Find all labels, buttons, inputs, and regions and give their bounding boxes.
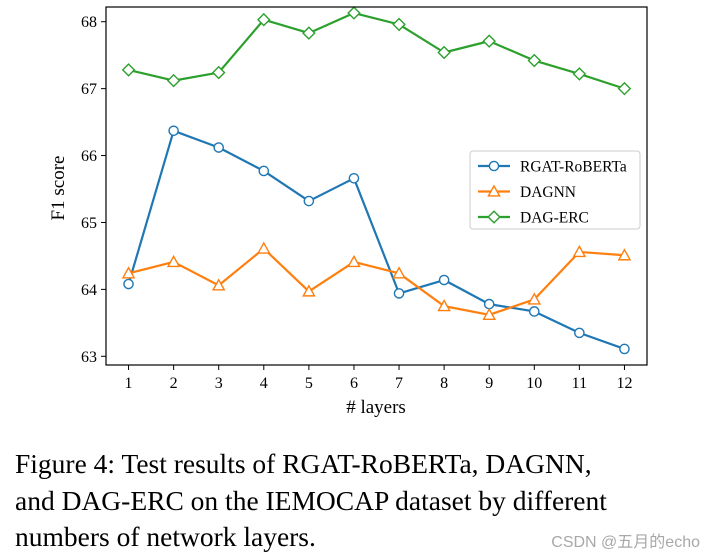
data-point [303, 195, 315, 207]
data-point [528, 306, 540, 317]
legend-label: RGAT-RoBERTa [520, 159, 627, 176]
y-tick-label: 63 [81, 349, 97, 366]
data-point [527, 53, 542, 68]
caption-line-2: and DAG-ERC on the IEMOCAP dataset by di… [15, 484, 607, 516]
data-point [302, 284, 316, 297]
series-dagnn [121, 241, 632, 320]
data-point [211, 278, 226, 291]
data-point [574, 327, 585, 339]
y-axis-label: F1 score [48, 156, 69, 221]
x-axis-label: # layers [346, 397, 406, 418]
x-tick-label: 7 [395, 375, 403, 392]
data-point [121, 63, 136, 77]
y-tick-label: 67 [81, 81, 97, 98]
y-tick-label: 66 [81, 148, 97, 165]
caption-line-3: numbers of network layers. [15, 521, 316, 552]
data-point [213, 142, 225, 153]
series-line [127, 129, 625, 350]
data-point [392, 17, 406, 32]
series-line [128, 247, 625, 316]
x-tick-label: 11 [572, 375, 587, 392]
data-point [393, 288, 405, 299]
data-point [257, 12, 271, 27]
x-tick-label: 2 [170, 375, 178, 392]
data-point [347, 6, 361, 20]
data-point [348, 173, 360, 184]
x-tick-label: 9 [485, 375, 493, 392]
data-point [437, 299, 451, 312]
data-point [572, 67, 587, 81]
data-point [121, 266, 136, 279]
y-tick-label: 68 [81, 14, 97, 31]
data-point [392, 266, 406, 279]
data-point [437, 45, 451, 60]
data-point [619, 343, 630, 355]
data-point [482, 34, 496, 48]
data-point [527, 292, 542, 305]
y-tick-label: 65 [81, 215, 97, 232]
x-tick-label: 3 [215, 375, 223, 392]
data-point [347, 254, 361, 268]
legend-label: DAG-ERC [520, 210, 589, 227]
data-point [168, 125, 179, 137]
legend-label: DAGNN [520, 184, 576, 201]
data-point [257, 241, 271, 254]
x-tick-label: 1 [125, 375, 133, 392]
data-point [482, 307, 496, 320]
x-tick-label: 10 [526, 375, 542, 392]
x-tick-label: 5 [305, 375, 313, 392]
data-point [302, 26, 316, 40]
caption-line-1: Figure 4: Test results of RGAT-RoBERTa, … [15, 448, 592, 479]
plot-frame [105, 6, 648, 366]
series-line [128, 11, 625, 90]
data-point [617, 248, 632, 261]
series-rgat-roberta [123, 125, 630, 355]
data-point [438, 274, 450, 286]
data-point [166, 73, 181, 88]
legend-marker [487, 210, 501, 224]
figure-caption: Figure 4: Test results of RGAT-RoBERTa, … [15, 446, 705, 556]
y-tick-label: 64 [81, 282, 97, 299]
data-point [572, 244, 587, 258]
data-point [258, 165, 270, 177]
data-point [123, 278, 134, 290]
x-tick-label: 6 [350, 375, 358, 392]
x-tick-label: 4 [260, 375, 268, 392]
data-point [617, 81, 632, 96]
legend-marker [488, 160, 500, 172]
data-point [166, 254, 181, 268]
data-point [211, 65, 226, 80]
legend-marker [487, 184, 501, 197]
legend-box [469, 150, 641, 230]
watermark: CSDN @五月的echo [551, 534, 700, 551]
legend: RGAT-RoBERTa DAGNN DAG-ERC [469, 150, 641, 230]
x-tick-label: 12 [616, 375, 632, 392]
data-point [483, 298, 495, 310]
series-dag-erc [121, 6, 632, 96]
x-tick-label: 8 [440, 375, 448, 392]
